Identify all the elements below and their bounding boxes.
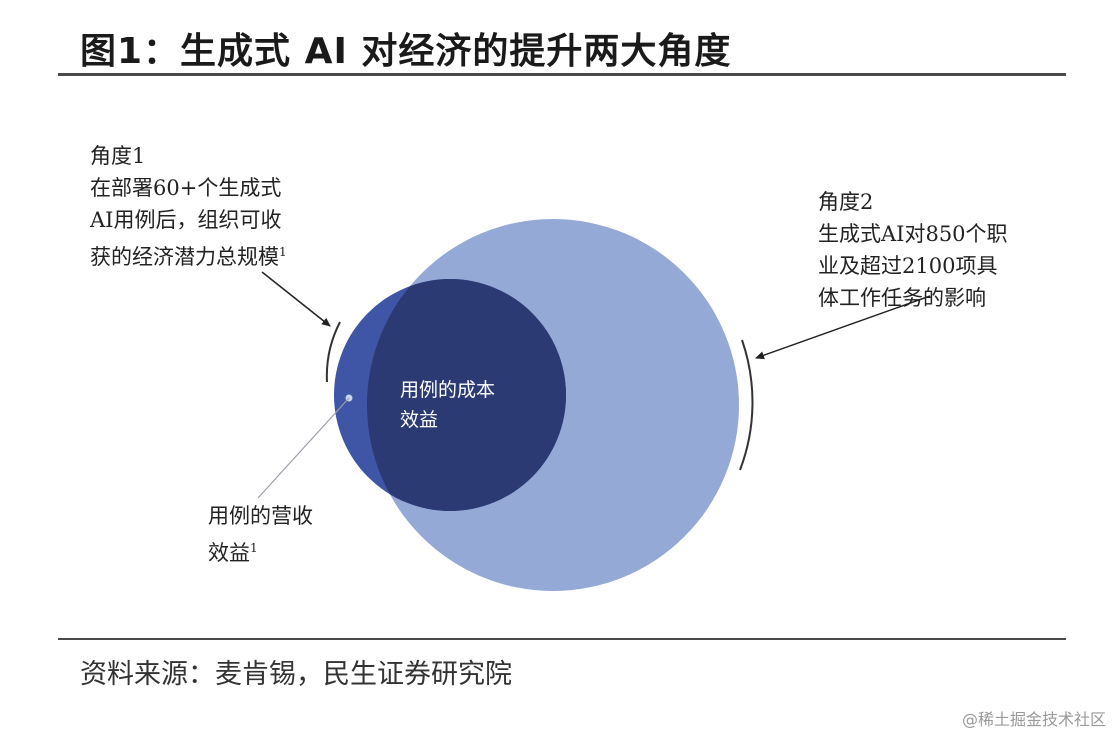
revenue-benefit-leader <box>257 397 350 499</box>
revenue-benefit-line-text: 效益 <box>208 541 250 565</box>
source-divider <box>58 638 1066 640</box>
angle1-line: 在部署60+个生成式 <box>90 176 282 200</box>
source-note: 资料来源：麦肯锡，民生证券研究院 <box>80 659 512 690</box>
angle2-line: 业及超过2100项具 <box>818 254 998 278</box>
cost-benefit-label: 用例的成本 效益 <box>400 375 495 435</box>
angle2-note: 角度2 生成式AI对850个职 业及超过2100项具 体工作任务的影响 <box>818 186 1008 314</box>
revenue-benefit-line: 用例的营收 <box>208 504 313 528</box>
angle1-line: AI用例后，组织可收 <box>90 208 282 232</box>
angle1-heading: 角度1 <box>90 144 146 168</box>
angle1-note: 角度1 在部署60+个生成式 AI用例后，组织可收 获的经济潜力总规模1 <box>90 140 287 273</box>
angle1-line-text: 获的经济潜力总规模 <box>90 245 279 269</box>
cost-benefit-circle <box>367 279 566 511</box>
revenue-benefit-label: 用例的营收 效益1 <box>208 500 313 569</box>
cost-benefit-line: 用例的成本 <box>400 379 496 401</box>
figure-title: 图1：生成式 AI 对经济的提升两大角度 <box>80 31 732 72</box>
cost-benefit-line: 效益 <box>400 409 439 431</box>
angle1-bracket <box>325 321 341 383</box>
title-divider <box>58 73 1066 76</box>
revenue-benefit-line-last: 效益1 <box>208 532 313 569</box>
watermark: @稀土掘金技术社区 <box>961 710 1106 729</box>
angle1-footnote: 1 <box>279 245 287 259</box>
revenue-benefit-footnote: 1 <box>250 541 258 555</box>
angle2-arrow <box>755 295 931 360</box>
angle2-heading: 角度2 <box>818 190 874 214</box>
angle2-bracket <box>739 339 754 471</box>
angle2-line: 体工作任务的影响 <box>818 286 986 310</box>
angle1-line-last: 获的经济潜力总规模1 <box>90 236 287 273</box>
angle2-line: 生成式AI对850个职 <box>818 222 1008 246</box>
angle1-arrow <box>261 271 331 327</box>
